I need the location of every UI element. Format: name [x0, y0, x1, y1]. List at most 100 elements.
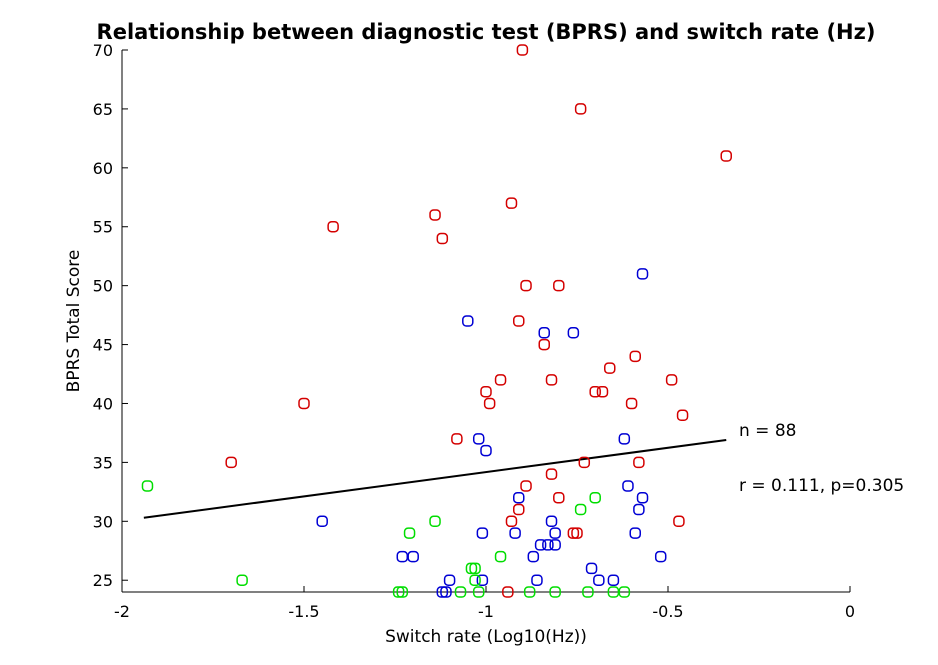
data-point-series-2: [316, 515, 328, 528]
x-tick-label: -1: [478, 602, 494, 621]
data-point-series-3: [236, 574, 248, 586]
x-tick-label: 0: [845, 602, 855, 621]
data-point-series-1: [483, 397, 496, 410]
data-point-series-3: [618, 586, 631, 598]
data-point-series-2: [476, 574, 489, 586]
data-point-series-2: [607, 574, 620, 586]
data-point-series-2: [396, 550, 409, 563]
data-point-series-2: [407, 550, 419, 563]
data-point-series-2: [654, 550, 667, 563]
annotation-n: n = 88: [739, 421, 796, 441]
data-point-series-2: [513, 491, 525, 504]
x-tick-label: -0.5: [652, 602, 683, 621]
data-point-series-3: [472, 586, 485, 598]
data-point-series-1: [451, 433, 463, 445]
data-point-series-2: [545, 515, 558, 528]
y-tick-label: 55: [93, 218, 113, 237]
y-tick-label: 35: [93, 453, 113, 472]
data-point-series-1: [520, 480, 532, 492]
data-point-series-1: [553, 279, 565, 292]
data-point-series-2: [593, 574, 605, 586]
data-point-series-3: [589, 491, 601, 504]
chart-title: Relationship between diagnostic test (BP…: [97, 20, 876, 44]
data-point-series-1: [604, 362, 616, 374]
data-point-series-1: [665, 374, 678, 386]
y-tick-label: 70: [93, 41, 113, 60]
data-point-series-1: [578, 456, 591, 469]
x-axis-ticks: -2 -1.5 -1 -0.5 0: [114, 586, 855, 621]
data-point-series-2: [633, 503, 645, 516]
data-point-series-1: [429, 209, 441, 221]
data-point-series-1: [520, 279, 532, 292]
data-point-series-3: [454, 586, 467, 598]
data-point-series-3: [396, 586, 409, 598]
data-point-series-1: [625, 397, 638, 410]
data-point-series-2: [480, 444, 492, 457]
data-point-series-2: [472, 433, 485, 445]
plot-area: [121, 50, 850, 593]
y-tick-label: 60: [93, 159, 113, 178]
y-tick-label: 30: [93, 512, 113, 531]
data-point-series-3: [469, 562, 481, 575]
data-point-series-1: [505, 515, 518, 528]
data-points: [141, 44, 732, 598]
data-point-series-1: [513, 315, 525, 327]
y-axis-label: BPRS Total Score: [64, 250, 84, 393]
data-point-series-3: [523, 586, 536, 598]
data-point-series-1: [516, 44, 529, 56]
data-point-series-1: [720, 150, 732, 162]
data-point-series-1: [633, 456, 645, 469]
data-point-series-1: [298, 397, 310, 410]
data-point-series-2: [527, 550, 540, 563]
data-point-series-2: [509, 527, 521, 539]
data-point-series-2: [549, 527, 561, 539]
data-point-series-1: [436, 232, 449, 245]
data-point-series-1: [502, 586, 514, 598]
y-axis-ticks: 25 30 35 40 45 50 55 60 65 70: [93, 41, 128, 590]
data-point-series-1: [571, 527, 583, 539]
y-tick-label: 45: [93, 336, 113, 355]
x-axis-label: Switch rate (Log10(Hz)): [385, 627, 587, 647]
data-point-series-1: [327, 220, 339, 233]
data-point-series-3: [494, 550, 507, 563]
data-point-series-1: [589, 385, 601, 398]
data-point-series-1: [574, 103, 587, 115]
data-point-series-1: [629, 350, 641, 363]
data-point-series-2: [622, 480, 634, 492]
data-point-series-2: [636, 491, 649, 504]
data-point-series-2: [618, 433, 631, 445]
data-point-series-1: [480, 385, 492, 398]
x-tick-label: -2: [114, 602, 130, 621]
data-point-series-1: [505, 197, 518, 209]
data-point-series-3: [469, 574, 481, 586]
data-point-series-2: [440, 586, 452, 598]
data-point-series-1: [225, 456, 237, 469]
data-point-series-2: [636, 268, 649, 280]
data-point-series-1: [545, 374, 558, 386]
data-point-series-2: [629, 527, 641, 539]
data-point-series-2: [538, 327, 550, 339]
data-point-series-1: [513, 503, 525, 516]
data-point-series-3: [141, 480, 154, 492]
data-point-series-1: [545, 468, 558, 480]
data-point-series-2: [534, 539, 547, 551]
data-point-series-3: [574, 503, 587, 516]
data-point-series-2: [585, 562, 598, 575]
y-tick-label: 40: [93, 394, 113, 413]
data-point-series-1: [673, 515, 685, 528]
regression-line: [143, 439, 727, 519]
annotation-r-p: r = 0.111, p=0.305: [739, 476, 904, 496]
data-point-series-2: [567, 327, 580, 339]
data-point-series-1: [538, 338, 550, 351]
data-point-series-3: [403, 527, 416, 539]
data-point-series-3: [429, 515, 441, 528]
data-point-series-2: [462, 315, 474, 327]
data-point-series-2: [549, 539, 561, 551]
data-point-series-1: [553, 491, 565, 504]
data-point-series-1: [596, 385, 609, 398]
data-point-series-3: [549, 586, 561, 598]
y-tick-label: 50: [93, 277, 113, 296]
data-point-series-2: [443, 574, 456, 586]
data-point-series-2: [542, 539, 554, 551]
data-point-series-1: [676, 409, 689, 422]
